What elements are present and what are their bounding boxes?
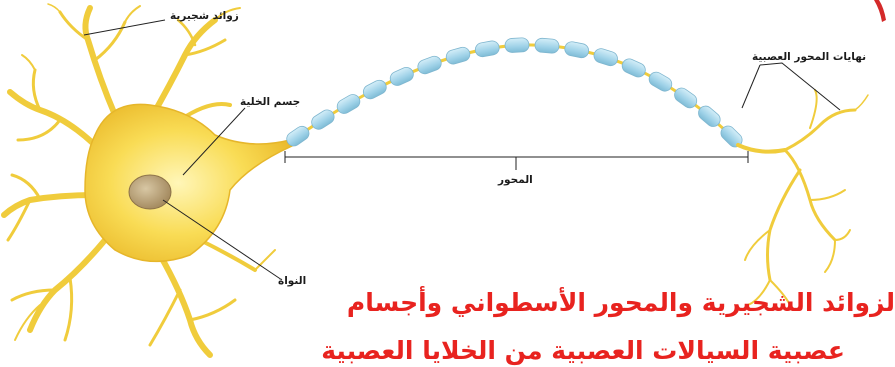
myelin-segment <box>674 87 698 109</box>
myelin-segment <box>621 58 646 78</box>
dendrites-label: زوائد شجيرية <box>170 10 239 22</box>
myelin-segment <box>564 41 590 59</box>
myelin-segment <box>389 66 414 86</box>
axon-bracket <box>284 151 749 170</box>
axon-terminals <box>736 89 869 306</box>
myelin-segment <box>474 40 500 58</box>
nucleus <box>128 174 172 210</box>
myelin-segment <box>336 94 361 114</box>
myelin-sheath <box>286 37 743 148</box>
cell-body-label: جسم الخلية <box>240 96 301 108</box>
cell-body <box>84 103 293 263</box>
myelin-segment <box>362 79 387 100</box>
pointer-lines <box>83 19 841 281</box>
myelin-segment <box>445 46 471 65</box>
decorative-red-swoosh <box>874 0 886 22</box>
axon-terminals-label: نهايات المحور العصبية <box>752 51 867 63</box>
myelin-segment <box>504 37 530 53</box>
myelin-segment <box>417 55 442 75</box>
myelin-segment <box>534 37 560 54</box>
myelin-segment <box>648 71 673 92</box>
caption-line-2: عصبية السيالات العصبية من الخلايا العصبي… <box>321 336 845 365</box>
nucleus-label: النواة <box>278 275 307 287</box>
myelin-segment <box>698 105 721 127</box>
axon-label: المحور <box>498 174 533 186</box>
myelin-segment <box>593 48 618 67</box>
caption-line-1: لزوائد الشجيرية والمحور الأسطواني وأجسام <box>346 288 895 317</box>
myelin-segment <box>311 109 335 130</box>
myelin-segment <box>286 125 310 147</box>
